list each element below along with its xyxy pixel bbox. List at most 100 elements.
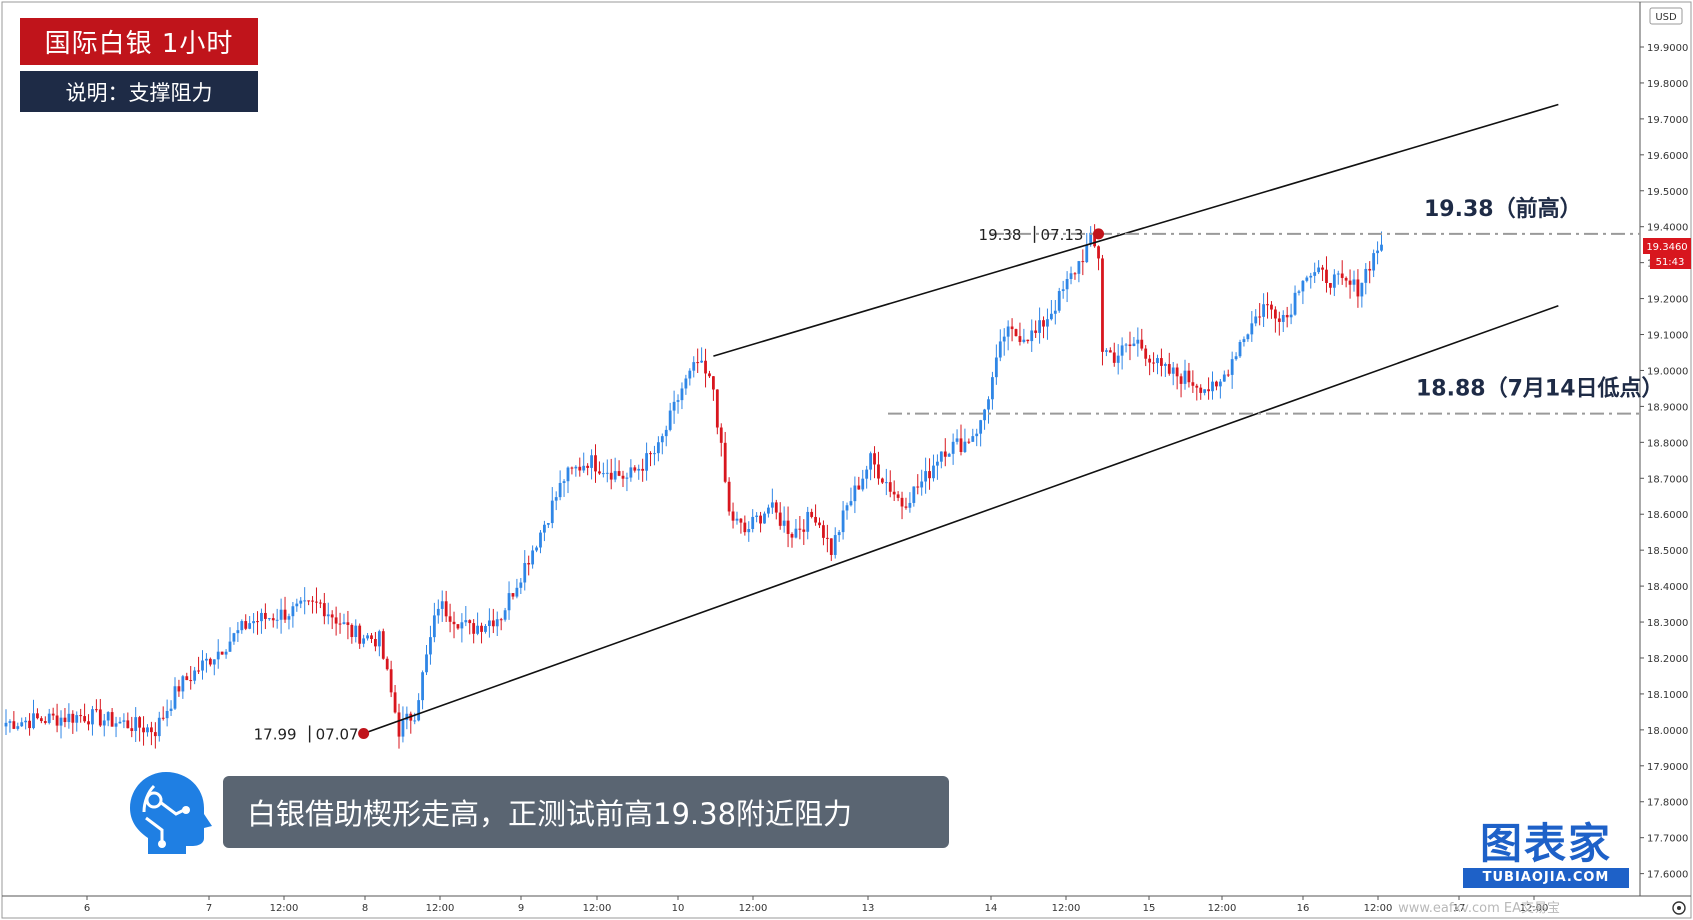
candle-body	[708, 373, 711, 377]
candle-body	[63, 717, 67, 723]
current-price-tag: 19.3460 51:43	[1643, 238, 1691, 269]
candle-body	[189, 680, 193, 682]
candle-body	[928, 471, 931, 479]
candle-body	[1061, 289, 1065, 292]
candle-body	[193, 670, 197, 681]
key-point-date: 07.07	[316, 725, 359, 743]
candle-body	[36, 713, 39, 719]
candle-body	[1128, 344, 1132, 347]
candle-body	[421, 672, 424, 701]
candle-body	[303, 600, 307, 602]
candle-body	[1136, 339, 1140, 344]
price-tick-label: 19.4000	[1647, 223, 1688, 234]
candle-body	[1081, 261, 1085, 263]
candle-body	[401, 720, 405, 737]
candle-body	[806, 511, 810, 532]
candle-body	[763, 513, 766, 524]
candle-body	[464, 620, 468, 623]
candle-body	[79, 715, 83, 717]
watermark: www.eafxv.com EA交易宝	[1398, 900, 1560, 916]
candle-body	[432, 615, 436, 638]
candle-body	[676, 400, 680, 402]
candle-body	[1203, 389, 1207, 393]
candle-body	[1163, 364, 1167, 366]
candle-body	[873, 453, 876, 465]
candle-body	[212, 659, 216, 665]
candle-body	[208, 658, 212, 665]
candle-body	[849, 501, 853, 506]
candle-body	[1002, 336, 1006, 342]
candle-body	[1348, 280, 1352, 285]
candle-body	[1101, 258, 1104, 352]
candle-body	[299, 600, 303, 604]
candle-body	[1195, 385, 1199, 388]
candle-body	[908, 502, 912, 508]
candle-body	[263, 612, 267, 619]
candle-body	[735, 518, 739, 521]
description-badge: 说明：支撑阻力	[20, 71, 258, 112]
candle-body	[1167, 364, 1171, 374]
candle-body	[476, 625, 479, 634]
candle-body	[460, 622, 464, 629]
candle-body	[319, 602, 322, 604]
time-tick-label: 6	[84, 903, 90, 914]
candle-body	[782, 520, 786, 526]
price-tick-label: 18.3000	[1647, 618, 1688, 629]
candle-body	[165, 710, 169, 719]
candle-body	[429, 637, 432, 655]
candle-body	[1226, 374, 1230, 376]
candle-body	[566, 467, 570, 482]
title-badge: 国际白银 1小时	[20, 18, 258, 65]
candle-body	[1242, 339, 1246, 343]
candles	[4, 224, 1383, 749]
description-text: 说明：支撑阻力	[65, 80, 213, 105]
candle-body	[311, 600, 314, 602]
candle-body	[1030, 330, 1034, 342]
candle-body	[484, 626, 487, 632]
candle-body	[621, 475, 625, 479]
candle-body	[397, 712, 401, 737]
candle-body	[743, 522, 747, 533]
candle-body	[275, 619, 279, 621]
candle-body	[444, 601, 448, 617]
candle-body	[94, 709, 98, 711]
candle-body	[495, 619, 499, 627]
chart-settings-icon[interactable]	[1672, 901, 1686, 915]
candle-body	[315, 601, 318, 603]
candle-body	[503, 610, 507, 620]
candle-body	[1112, 352, 1116, 363]
candle-body	[825, 537, 829, 539]
candle-body	[751, 516, 755, 530]
candle-body	[197, 670, 200, 672]
candle-body	[539, 532, 542, 548]
candle-body	[118, 721, 122, 724]
candle-body	[499, 619, 503, 621]
candle-body	[1085, 244, 1089, 263]
candle-body	[955, 438, 959, 442]
candle-body	[83, 716, 86, 722]
candle-body	[1191, 382, 1195, 386]
time-tick-label: 12:00	[1208, 903, 1237, 914]
time-axis[interactable]: 6 7 12:00 8 12:00 9 12:00 10 12:00 13 14 12:00 15 12:…	[84, 896, 1549, 914]
candle-body	[912, 486, 916, 503]
candle-body	[456, 624, 460, 629]
time-tick-label: 12:00	[1364, 903, 1393, 914]
candle-body	[869, 453, 872, 470]
candle-body	[1065, 278, 1069, 290]
candle-body	[350, 624, 354, 638]
candle-body	[134, 717, 138, 731]
candle-body	[924, 471, 928, 482]
candle-body	[841, 510, 845, 533]
candle-body	[932, 465, 935, 479]
key-point-marker	[358, 727, 370, 739]
price-axis[interactable]: 19.9000 19.8000 19.7000 19.6000 19.5000 19.40…	[1640, 43, 1688, 881]
price-tick-label: 17.8000	[1647, 798, 1688, 809]
candle-body	[1077, 261, 1081, 274]
candle-body	[959, 438, 963, 453]
wedge-channel	[363, 103, 1559, 735]
candle-body	[700, 360, 704, 363]
candle-body	[114, 723, 118, 727]
candle-body	[169, 708, 173, 711]
price-tick-label: 18.8000	[1647, 438, 1688, 449]
